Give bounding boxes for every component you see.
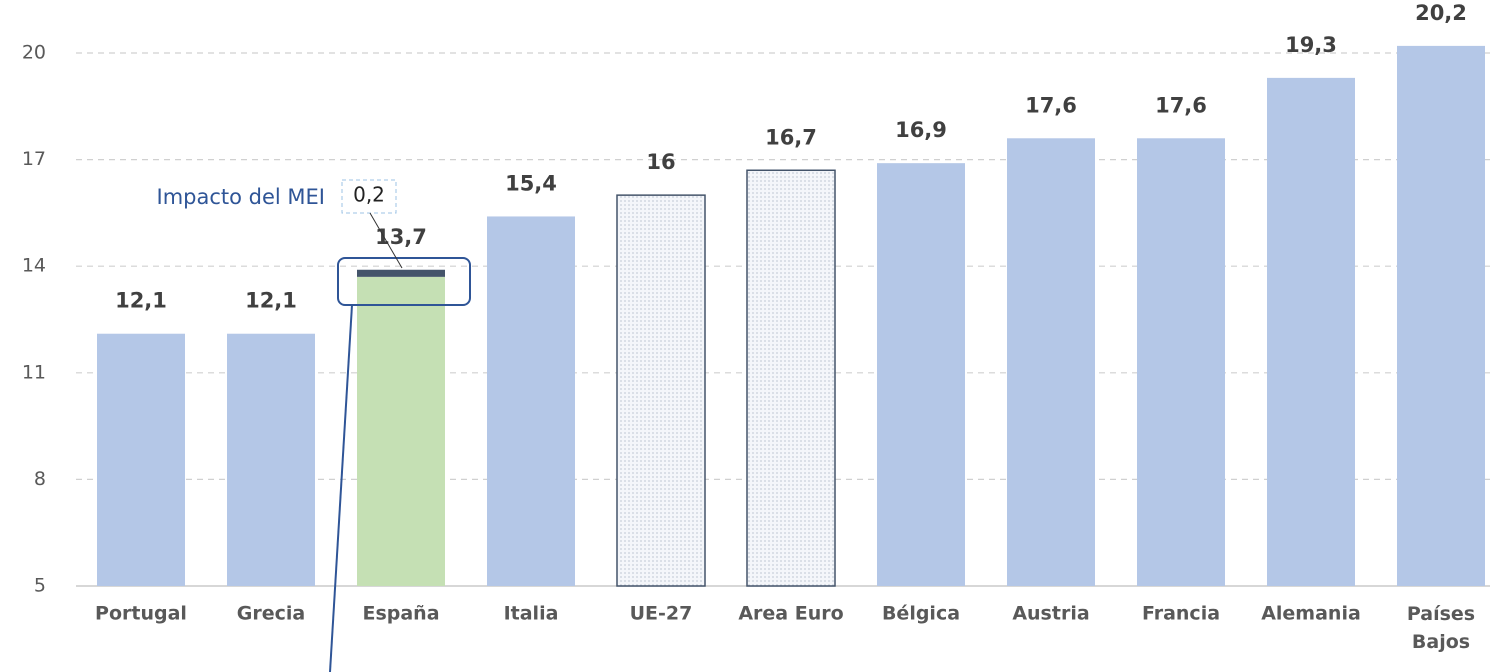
highlight-box <box>337 257 471 306</box>
x-tick-label: Alemania <box>1261 603 1361 625</box>
value-label: 15,4 <box>505 171 557 195</box>
value-label: 16,7 <box>765 125 817 149</box>
y-tick-label: 8 <box>34 468 46 490</box>
value-label: 17,6 <box>1025 93 1077 117</box>
x-tick-label: Portugal <box>95 603 187 625</box>
bar <box>616 194 706 587</box>
value-label: 13,7 <box>375 225 427 249</box>
x-tick-label: Austria <box>1012 603 1089 625</box>
y-tick-label: 14 <box>22 255 46 277</box>
y-tick-label: 5 <box>34 575 46 597</box>
bar <box>877 163 965 587</box>
stack-segment <box>357 269 445 277</box>
value-label: 16 <box>646 150 675 174</box>
y-tick-label: 11 <box>22 361 46 383</box>
bar <box>1397 45 1485 587</box>
x-tick-label: UE-27 <box>630 603 693 625</box>
bar <box>1267 77 1355 586</box>
x-tick-label: Grecia <box>237 603 305 625</box>
bar <box>97 333 185 586</box>
bar <box>487 216 575 586</box>
y-tick-label: 17 <box>22 148 46 170</box>
value-label: 17,6 <box>1155 93 1207 117</box>
x-tick-label: Países Bajos <box>1407 603 1475 653</box>
annotation-pointer <box>369 212 403 269</box>
annotation-box <box>341 179 397 214</box>
annotation-value: 0,2 <box>353 183 385 207</box>
x-tick-label: Bélgica <box>882 603 960 625</box>
bar <box>227 333 315 586</box>
value-label: 19,3 <box>1285 33 1337 57</box>
leader-line <box>329 304 353 672</box>
x-tick-label: Francia <box>1142 603 1220 625</box>
value-label: 16,9 <box>895 118 947 142</box>
bar <box>1137 138 1225 586</box>
annotation-name: Impacto del MEI <box>157 185 326 209</box>
value-label: 20,2 <box>1415 1 1467 25</box>
x-tick-label: Area Euro <box>738 603 843 625</box>
bar <box>746 169 836 587</box>
bar <box>1007 138 1095 586</box>
value-label: 12,1 <box>115 289 167 313</box>
y-tick-label: 20 <box>22 42 46 64</box>
bar <box>357 276 445 586</box>
x-tick-label: España <box>362 603 439 625</box>
x-tick-label: Italia <box>504 603 559 625</box>
value-label: 12,1 <box>245 289 297 313</box>
